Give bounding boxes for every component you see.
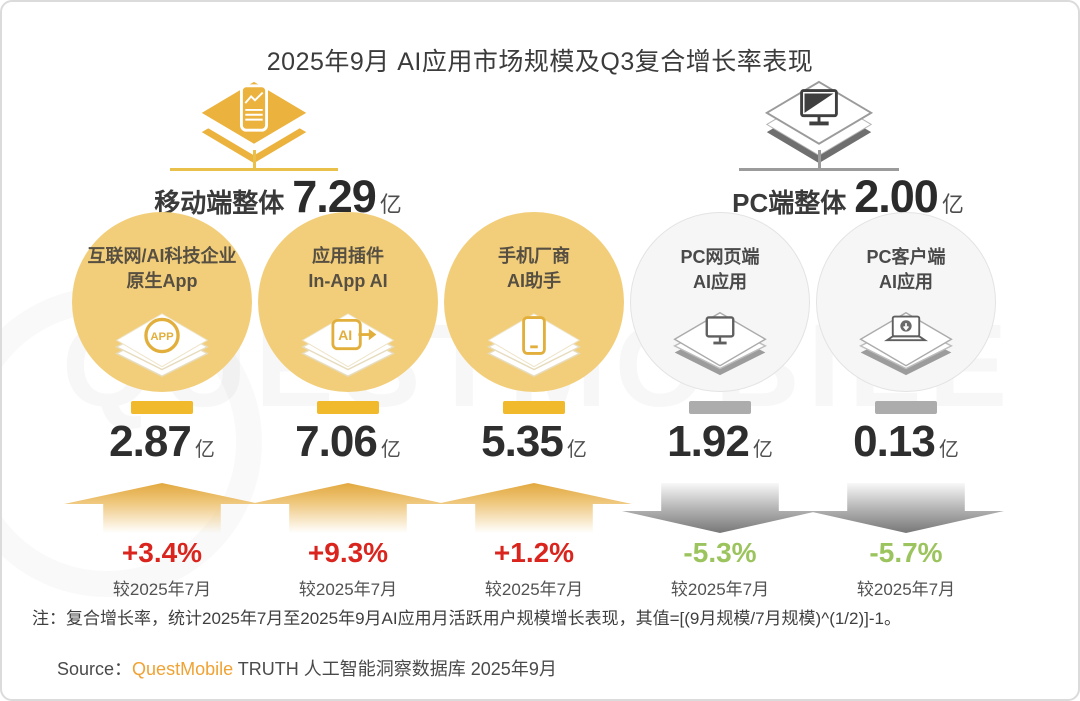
column-pc-client: PC客户端 AI应用 0.13 亿	[808, 212, 1004, 600]
down-arrow-icon	[808, 483, 1004, 533]
compare-label: 较2025年7月	[856, 580, 956, 599]
value-number: 1.92	[667, 417, 750, 466]
svg-text:AI: AI	[338, 328, 352, 344]
pc-connector-horizontal	[739, 168, 899, 171]
category-name-line2: AI助手	[507, 271, 561, 291]
category-name-line1: PC客户端	[866, 247, 946, 267]
compare-label: 较2025年7月	[298, 580, 398, 599]
pc-web-diamond-icon	[673, 311, 767, 376]
down-arrow-icon	[622, 483, 818, 533]
footnote: 注：复合增长率，统计2025年7月至2025年9月AI应用月活跃用户规模增长表现…	[32, 609, 901, 628]
growth-percent: +1.2%	[493, 537, 575, 568]
source-brand: QuestMobile	[132, 659, 234, 679]
pc-total-unit: 亿	[941, 192, 964, 217]
growth-percent: -5.7%	[869, 537, 943, 568]
svg-text:APP: APP	[150, 331, 174, 343]
category-name: 互联网/AI科技企业 原生App	[87, 244, 236, 294]
app-diamond-icon: APP	[115, 313, 209, 377]
up-arrow-icon	[64, 483, 260, 533]
category-name: 应用插件 In-App AI	[308, 244, 387, 294]
circle-native-app: 互联网/AI科技企业 原生App APP	[72, 212, 252, 392]
circle-phone-assistant: 手机厂商 AI助手	[444, 212, 624, 392]
category-name-line2: AI应用	[692, 272, 747, 292]
value-unit: 亿	[566, 439, 587, 461]
accent-bar	[317, 401, 379, 414]
value-row: 7.06 亿	[295, 417, 401, 467]
growth-percent: +3.4%	[121, 537, 203, 568]
growth-percent: +9.3%	[307, 537, 389, 568]
value-number: 0.13	[853, 417, 936, 466]
category-name: 手机厂商 AI助手	[498, 244, 570, 294]
column-phone-assistant: 手机厂商 AI助手 5.35 亿 +1.2% 较2025年7月	[436, 212, 632, 600]
circle-pc-client: PC客户端 AI应用	[816, 212, 996, 392]
mobile-connector-horizontal	[170, 168, 338, 171]
category-name-line1: 应用插件	[312, 246, 384, 266]
column-native-app: 互联网/AI科技企业 原生App APP 2.87 亿 +3.4% 较2025年…	[64, 212, 260, 600]
value-row: 2.87 亿	[109, 417, 215, 467]
pc-connector-vertical	[818, 150, 821, 170]
category-name-line1: PC网页端	[680, 247, 760, 267]
value-row: 1.92 亿	[667, 417, 773, 467]
pc-total-label: PC端整体	[732, 188, 847, 218]
mobile-stack-icon	[201, 81, 307, 164]
category-name-line2: 原生App	[126, 271, 198, 291]
value-row: 0.13 亿	[853, 417, 959, 467]
compare-label: 较2025年7月	[484, 580, 584, 599]
source-line: Source：QuestMobile TRUTH 人工智能洞察数据库 2025年…	[57, 655, 557, 681]
value-unit: 亿	[380, 439, 401, 461]
source-prefix: Source：	[57, 659, 133, 679]
mobile-connector-vertical	[253, 150, 256, 170]
up-arrow-icon	[250, 483, 446, 533]
pc-client-diamond-icon	[859, 311, 953, 376]
column-inapp-ai: 应用插件 In-App AI AI 7.06 亿 +9.3%	[250, 212, 446, 600]
phone-diamond-icon	[487, 313, 581, 377]
accent-bar	[689, 401, 751, 414]
value-unit: 亿	[938, 439, 959, 461]
circle-pc-web: PC网页端 AI应用	[630, 212, 810, 392]
pc-stack-icon	[764, 80, 874, 164]
accent-bar	[131, 401, 193, 414]
up-arrow-icon	[436, 483, 632, 533]
source-rest: TRUTH 人工智能洞察数据库 2025年9月	[233, 659, 557, 679]
value-unit: 亿	[194, 439, 215, 461]
category-name-line2: AI应用	[878, 272, 933, 292]
compare-label: 较2025年7月	[670, 580, 770, 599]
compare-label: 较2025年7月	[112, 580, 212, 599]
value-number: 5.35	[481, 417, 564, 466]
circle-inapp-ai: 应用插件 In-App AI AI	[258, 212, 438, 392]
category-name-line1: 互联网/AI科技企业	[87, 246, 237, 266]
category-columns: 互联网/AI科技企业 原生App APP 2.87 亿 +3.4% 较2025年…	[64, 212, 1015, 600]
value-number: 7.06	[295, 417, 378, 466]
category-name-line2: In-App AI	[308, 271, 388, 291]
accent-bar	[875, 401, 937, 414]
accent-bar	[503, 401, 565, 414]
category-name: PC网页端 AI应用	[680, 245, 759, 295]
category-name-line1: 手机厂商	[498, 246, 570, 266]
column-pc-web: PC网页端 AI应用 1.92 亿 -5.3% 较2025年7月	[622, 212, 818, 600]
category-name: PC客户端 AI应用	[866, 245, 945, 295]
mobile-total-unit: 亿	[379, 192, 402, 217]
page-title: 2025年9月 AI应用市场规模及Q3复合增长率表现	[266, 48, 814, 76]
value-unit: 亿	[752, 439, 773, 461]
value-row: 5.35 亿	[481, 417, 587, 467]
growth-percent: -5.3%	[683, 537, 757, 568]
value-number: 2.87	[109, 417, 192, 466]
inapp-ai-diamond-icon: AI	[301, 313, 395, 377]
